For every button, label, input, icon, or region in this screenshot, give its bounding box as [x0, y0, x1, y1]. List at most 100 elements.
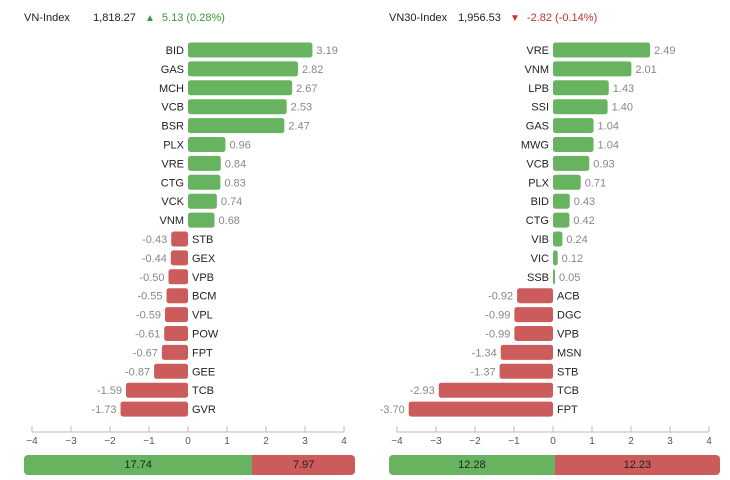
bar-vib [553, 231, 563, 247]
x-tick-label: 2 [263, 436, 269, 447]
bar-stb [499, 363, 553, 379]
bar-vpb [168, 269, 188, 285]
category-label: CTG [526, 215, 549, 227]
value-label: 2.47 [288, 121, 309, 133]
bar-ssb [553, 269, 555, 285]
bar-mch [188, 80, 293, 96]
x-tick-label: −3 [430, 436, 442, 447]
category-label: SSB [527, 272, 549, 284]
index-change: 5.13 (0.28%) [161, 12, 225, 24]
category-label: VPB [192, 272, 214, 284]
value-label: -1.59 [97, 385, 122, 397]
category-label: VRE [526, 45, 549, 57]
bar-vre [553, 42, 651, 58]
category-label: GVR [192, 404, 216, 416]
category-label: VNM [160, 215, 184, 227]
bar-ssi [553, 99, 608, 115]
x-tick-label: 0 [550, 436, 556, 447]
bar-bid [188, 42, 313, 58]
vn-index-panel: VN-Index 1,818.27 ▲ 5.13 (0.28%) BID 3.19… [24, 12, 355, 475]
category-label: SSI [531, 102, 549, 114]
value-label: -1.37 [470, 366, 495, 378]
x-tick-label: −2 [469, 436, 481, 447]
value-label: -3.70 [380, 404, 405, 416]
vn30-index-summary-bar: 12.28 12.23 [389, 455, 720, 475]
bar-gex [170, 250, 188, 266]
value-label: 0.96 [229, 140, 250, 152]
value-label: 0.71 [585, 177, 606, 189]
value-label: 0.93 [593, 158, 614, 170]
value-label: 0.68 [219, 215, 240, 227]
category-label: VRE [161, 158, 184, 170]
x-tick-label: −4 [26, 436, 38, 447]
value-label: -0.67 [133, 347, 158, 359]
vn-index-header: VN-Index 1,818.27 ▲ 5.13 (0.28%) [24, 12, 225, 24]
vn-index-summary-bar: 17.74 7.97 [24, 455, 355, 475]
value-label: -0.92 [488, 291, 513, 303]
category-label: BID [531, 196, 549, 208]
bar-gas [553, 118, 594, 134]
value-label: 0.42 [573, 215, 594, 227]
bar-tcb [438, 382, 553, 398]
category-label: MWG [521, 140, 549, 152]
category-label: GAS [526, 121, 549, 133]
vn30-index-panel: VN30-Index 1,956.53 ▼ -2.82 (-0.14%) VRE… [365, 0, 730, 480]
value-label: 2.67 [296, 83, 317, 95]
category-label: FPT [557, 404, 578, 416]
category-label: VPL [192, 310, 213, 322]
vn30-index-contribution-chart: VRE 2.49 VNM 2.01 LPB 1.43 SSI 1.40 GAS 1.04 MWG 1.… [380, 42, 712, 447]
bar-vcb [553, 155, 590, 171]
bar-vpb [514, 326, 553, 341]
value-label: -0.99 [485, 329, 510, 341]
category-label: MSN [557, 347, 582, 359]
bar-ctg [188, 174, 221, 190]
x-tick-label: 3 [302, 436, 308, 447]
category-label: BID [166, 45, 184, 57]
bar-bsr [188, 118, 285, 134]
x-tick-label: −4 [391, 436, 403, 447]
bar-gee [154, 363, 188, 379]
x-tick-label: −1 [508, 436, 520, 447]
value-label: -1.34 [472, 347, 497, 359]
bar-vcb [188, 99, 287, 115]
category-label: STB [192, 234, 213, 246]
value-label: -2.93 [410, 385, 435, 397]
category-label: DGC [557, 310, 582, 322]
x-tick-label: 3 [667, 436, 673, 447]
category-label: GEE [192, 366, 215, 378]
bar-pow [164, 326, 188, 341]
x-tick-label: 4 [341, 436, 347, 447]
value-label: 0.74 [221, 196, 242, 208]
x-tick-label: −1 [143, 436, 155, 447]
category-label: VNM [525, 64, 549, 76]
category-label: GAS [161, 64, 184, 76]
bar-ctg [553, 212, 570, 228]
category-label: POW [192, 329, 219, 341]
value-label: 1.04 [598, 140, 619, 152]
index-value: 1,956.53 [458, 12, 501, 24]
value-label: -0.43 [142, 234, 167, 246]
bar-vnm [188, 212, 215, 228]
summary-negative: 7.97 [252, 455, 355, 475]
down-arrow-icon: ▼ [509, 13, 520, 24]
category-label: BSR [161, 121, 184, 133]
value-label: -0.99 [485, 310, 510, 322]
value-label: 3.19 [316, 45, 337, 57]
value-label: 0.83 [224, 177, 245, 189]
bar-plx [553, 174, 581, 190]
x-tick-label: 1 [224, 436, 230, 447]
value-label: -0.50 [139, 272, 164, 284]
category-label: MCH [159, 83, 184, 95]
category-label: VIB [531, 234, 549, 246]
value-label: 0.05 [559, 272, 580, 284]
value-label: 2.82 [302, 64, 323, 76]
category-label: GEX [192, 253, 216, 265]
value-label: 1.43 [613, 83, 634, 95]
value-label: 1.04 [598, 121, 619, 133]
bar-mwg [553, 137, 594, 152]
index-name: VN-Index [24, 12, 70, 24]
category-label: PLX [163, 140, 184, 152]
value-label: 2.53 [291, 102, 312, 114]
bar-lpb [553, 80, 609, 96]
value-label: -1.73 [91, 404, 116, 416]
